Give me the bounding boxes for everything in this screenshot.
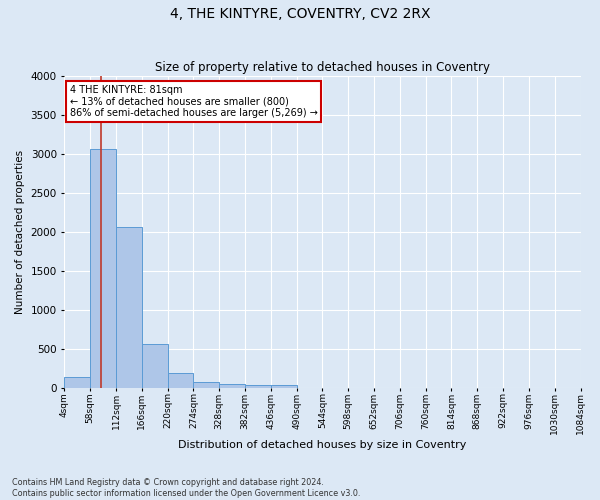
Bar: [167, 373, 193, 388]
Bar: [271, 386, 296, 388]
Bar: [219, 384, 245, 388]
Bar: [90, 149, 116, 388]
Text: 4 THE KINTYRE: 81sqm
← 13% of detached houses are smaller (800)
86% of semi-deta: 4 THE KINTYRE: 81sqm ← 13% of detached h…: [70, 85, 317, 118]
Bar: [142, 344, 167, 388]
Title: Size of property relative to detached houses in Coventry: Size of property relative to detached ho…: [155, 62, 490, 74]
Bar: [64, 377, 90, 388]
X-axis label: Distribution of detached houses by size in Coventry: Distribution of detached houses by size …: [178, 440, 467, 450]
Y-axis label: Number of detached properties: Number of detached properties: [15, 150, 25, 314]
Bar: [245, 386, 271, 388]
Text: Contains HM Land Registry data © Crown copyright and database right 2024.
Contai: Contains HM Land Registry data © Crown c…: [12, 478, 361, 498]
Bar: [116, 227, 142, 388]
Text: 4, THE KINTYRE, COVENTRY, CV2 2RX: 4, THE KINTYRE, COVENTRY, CV2 2RX: [170, 8, 430, 22]
Bar: [193, 382, 219, 388]
